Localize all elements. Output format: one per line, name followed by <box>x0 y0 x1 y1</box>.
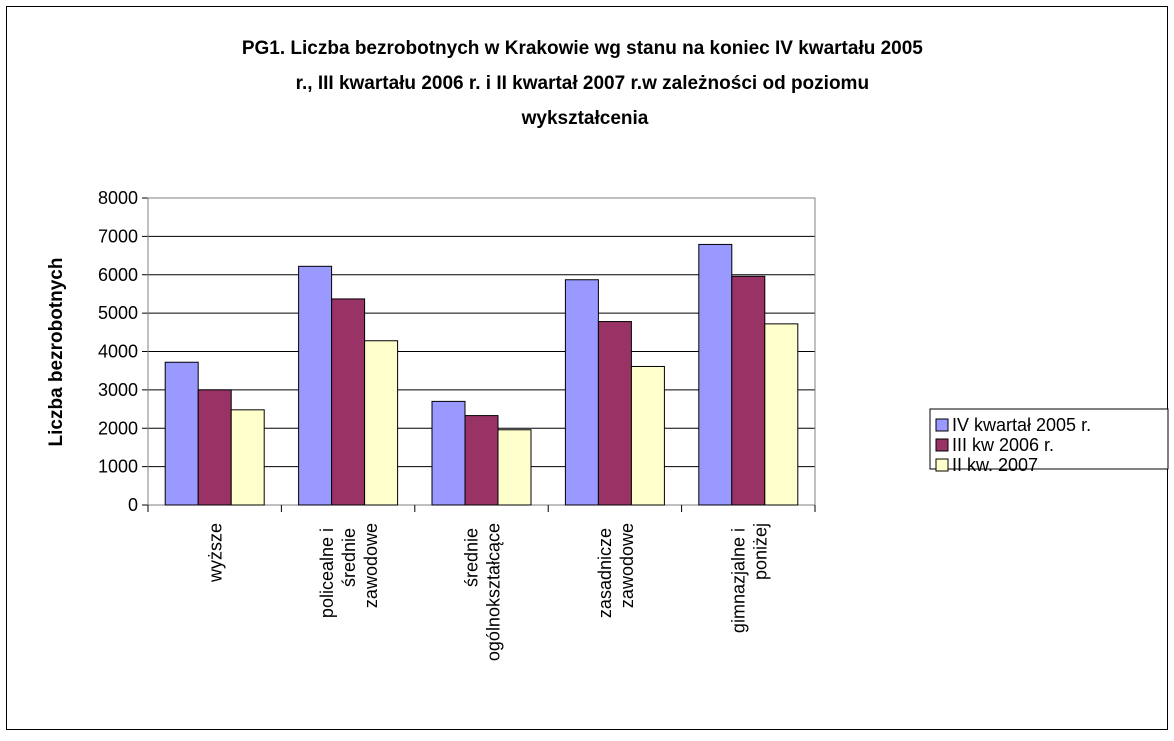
y-tick-label: 3000 <box>98 380 138 400</box>
bar <box>331 298 366 506</box>
x-tick-label: wyższe <box>206 523 226 583</box>
bar <box>731 275 766 506</box>
bar <box>630 365 665 506</box>
legend-label: III kw 2006 r. <box>952 435 1054 455</box>
y-tick-label: 2000 <box>98 418 138 438</box>
bar <box>298 265 333 506</box>
y-tick-label: 4000 <box>98 342 138 362</box>
legend-label: IV kwartał 2005 r. <box>952 415 1091 435</box>
bar <box>497 429 532 506</box>
y-tick-label: 6000 <box>98 265 138 285</box>
bar <box>597 321 632 506</box>
bar <box>230 409 265 506</box>
chart-title: PG1. Liczba bezrobotnych w Krakowie wg s… <box>242 38 928 129</box>
y-tick-label: 5000 <box>98 303 138 323</box>
bar <box>764 323 799 506</box>
bar <box>164 361 199 506</box>
y-tick-label: 1000 <box>98 457 138 477</box>
y-tick-label: 0 <box>128 495 138 515</box>
y-tick-label: 8000 <box>98 188 138 208</box>
y-axis-label: Liczba bezrobotnych <box>46 258 67 447</box>
bar <box>431 400 466 506</box>
legend-swatch <box>935 438 949 452</box>
x-tick-label: policealne i średnie zawodowe <box>317 523 381 618</box>
legend-swatch <box>935 418 949 432</box>
bar <box>364 340 399 506</box>
legend-box <box>929 408 1169 470</box>
x-tick-label: średnie ogólnokształcące <box>462 523 504 661</box>
x-tick-label: zasadnicze zawodowe <box>595 523 637 618</box>
legend-swatch <box>935 458 949 472</box>
bar <box>197 389 232 506</box>
x-tick-label: gimnazjalne i poniżej <box>728 523 770 633</box>
legend-label: II kw. 2007 <box>952 455 1038 475</box>
bar <box>698 243 733 506</box>
y-tick-label: 7000 <box>98 226 138 246</box>
bar <box>564 279 599 506</box>
bar <box>464 415 499 506</box>
